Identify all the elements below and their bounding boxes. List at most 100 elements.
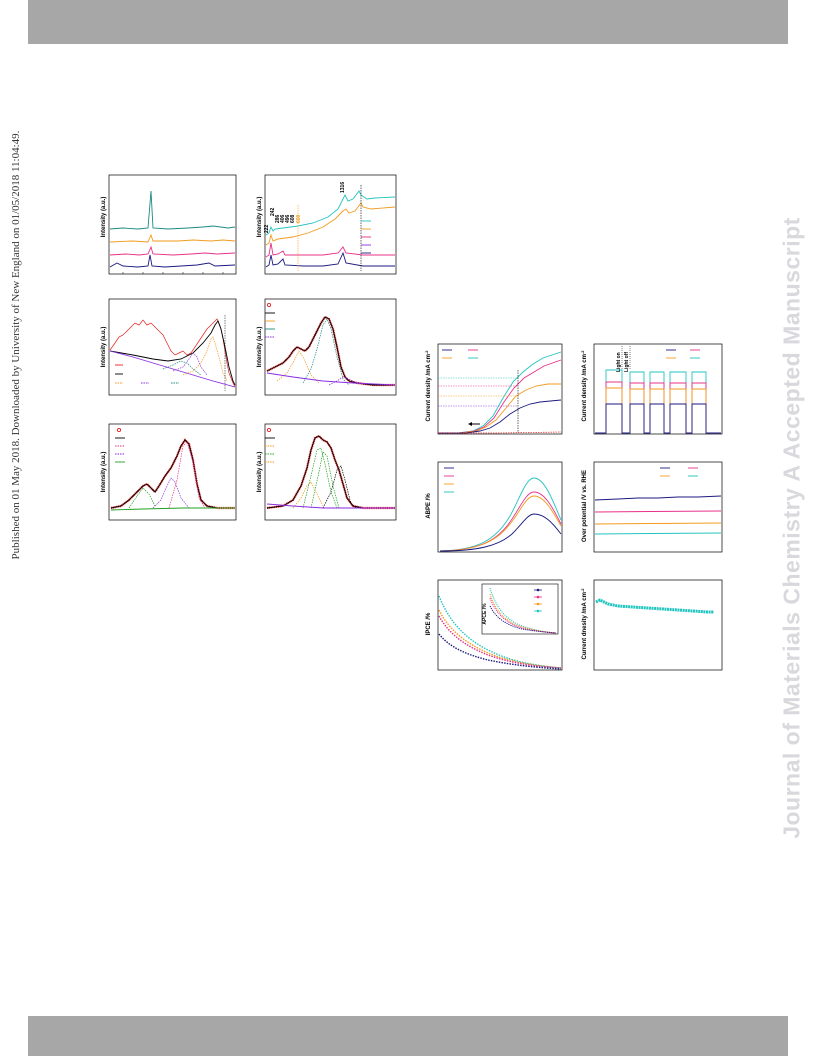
- xps-component-green: [128, 487, 156, 509]
- peak-label: 406: [280, 214, 286, 223]
- plot-frame: [437, 461, 563, 553]
- xps-envelope: [110, 439, 235, 509]
- footer-band: [28, 1016, 788, 1056]
- ipce-curve-magenta: [438, 615, 562, 669]
- legend: [361, 220, 371, 254]
- inset-axis-label: APCE /%: [482, 603, 488, 625]
- xrd-trace-magenta: [109, 245, 236, 256]
- axis-label-y: Intensity (a.u.): [101, 197, 107, 238]
- xps-data-red: [266, 315, 395, 387]
- legend: [444, 467, 454, 493]
- legend: [442, 349, 478, 359]
- xps-envelope: [266, 435, 395, 509]
- watermark-text: Journal of Materials Chemistry A Accepte…: [778, 217, 805, 839]
- xrd-trace-orange: [109, 233, 236, 243]
- legend: [115, 364, 179, 384]
- axis-label-y: Current dnesity /mA cm-2: [580, 588, 588, 660]
- lsv-dark-current: [438, 431, 562, 434]
- xps-component-teal: [302, 318, 350, 386]
- plot-frame: [593, 579, 723, 671]
- axis-label-y: Intensity (a.u.): [257, 197, 263, 238]
- raman-trace-orange: [265, 202, 396, 246]
- peak-label: 1316: [340, 182, 346, 193]
- xps-baseline-purple: [266, 372, 396, 386]
- overpotential-curve-cyan: [594, 532, 722, 535]
- chopped-curve-cyan: [595, 369, 721, 434]
- xps-baseline-green: [110, 507, 235, 511]
- header-band: [28, 0, 788, 44]
- axis-label-y: Intensity (a.u.): [101, 327, 107, 368]
- xrd-trace-teal: [109, 190, 236, 230]
- lsv-curve-navy: [438, 399, 562, 434]
- plot-frame: [437, 579, 563, 671]
- xps-data-red: [110, 438, 235, 510]
- raman-trace-cyan: [265, 190, 396, 236]
- lsv-curve-orange: [438, 383, 561, 434]
- chopped-curve-magenta: [595, 381, 721, 434]
- figure-panel-lsv: Current density /mA cm-2: [424, 343, 563, 435]
- arrow-icon: [468, 422, 480, 426]
- peak-label: 222: [264, 224, 270, 233]
- peak-label: 608: [290, 214, 296, 223]
- axis-label-y: Over potential /V vs. RHE: [582, 470, 588, 542]
- xps-baseline-purple: [266, 503, 395, 509]
- peak-label: 600: [296, 214, 302, 223]
- axis-label-y: IPCE /%: [426, 612, 432, 635]
- xps-envelope: [266, 316, 395, 386]
- peak-label: 286: [275, 214, 281, 223]
- figure-panel-raman: Intensity (a.u.) 222 242 286 406 496 608…: [257, 174, 397, 275]
- xps-component-green-2: [310, 451, 340, 509]
- plot-frame: [264, 298, 397, 396]
- plot-frame: [264, 174, 397, 275]
- plot-frame: [437, 343, 563, 435]
- peak-label: 496: [285, 214, 291, 223]
- chopped-curve-orange: [595, 387, 721, 434]
- raman-peak-labels: 222 242 286 406 496 608 600 1316: [264, 182, 346, 233]
- raman-trace-magenta: [265, 242, 395, 258]
- ipce-curve-navy: [438, 633, 562, 670]
- overpotential-curve-navy: [594, 495, 722, 501]
- xps-data-red: [266, 434, 395, 510]
- abpe-curve-cyan: [439, 477, 562, 552]
- axis-label-y: Intensity (a.u.): [257, 327, 263, 368]
- xps-component-green: [302, 447, 338, 509]
- axis-label-y: Current density /mA cm-2: [580, 350, 588, 422]
- plot-frame: [108, 174, 237, 275]
- figure-panel-stability: Current dnesity /mA cm-2: [580, 579, 723, 671]
- light-indicator-lines: [621, 346, 631, 370]
- xps-component-orange: [292, 481, 324, 509]
- figure-panel-xps-4: Intensity (a.u.): [257, 423, 397, 521]
- figure-panel-xps-1: Intensity (a.u.): [101, 298, 237, 396]
- xps-component-purple: [328, 376, 358, 386]
- inset-plot: APCE /%: [481, 583, 559, 635]
- figure-panel-ipce: IPCE /% APCE /%: [426, 579, 563, 671]
- ipce-curve-cyan: [438, 595, 562, 669]
- watermark: Journal of Materials Chemistry A Accepte…: [770, 0, 816, 1056]
- inset-legend: [534, 588, 542, 613]
- published-notice-text: Published on 01 May 2018. Downloaded by …: [10, 130, 22, 560]
- plot-frame: [593, 343, 723, 435]
- abpe-curve-magenta: [439, 491, 562, 552]
- lsv-curve-cyan: [438, 351, 562, 434]
- axis-label-y: ABPE /%: [426, 493, 432, 519]
- inset-curve-magenta: [489, 597, 557, 634]
- inset-curve-navy: [489, 605, 557, 634]
- peak-label: 242: [270, 207, 276, 216]
- plot-frame: [593, 461, 723, 553]
- xps-component-teal: [162, 360, 202, 376]
- xps-component-black: [322, 465, 358, 509]
- legend: [265, 427, 275, 463]
- plot-frame: [264, 423, 397, 521]
- overpotential-curve-orange: [594, 522, 722, 525]
- legend: [115, 427, 125, 463]
- xps-component-purple: [172, 352, 208, 376]
- axis-label-y: Current density /mA cm-2: [424, 350, 432, 422]
- axis-label-y: Intensity (a.u.): [257, 452, 263, 493]
- abpe-curve-orange: [439, 495, 562, 552]
- xps-data-red: [109, 318, 236, 388]
- plot-frame: [108, 298, 237, 396]
- figure-panel-xrd: Intensity (a.u.): [101, 174, 237, 275]
- figure-panel-chopped: Current density /mA cm-2 Light on Light …: [580, 343, 723, 435]
- xps-component-orange: [182, 336, 228, 382]
- xps-baseline-purple: [109, 350, 236, 388]
